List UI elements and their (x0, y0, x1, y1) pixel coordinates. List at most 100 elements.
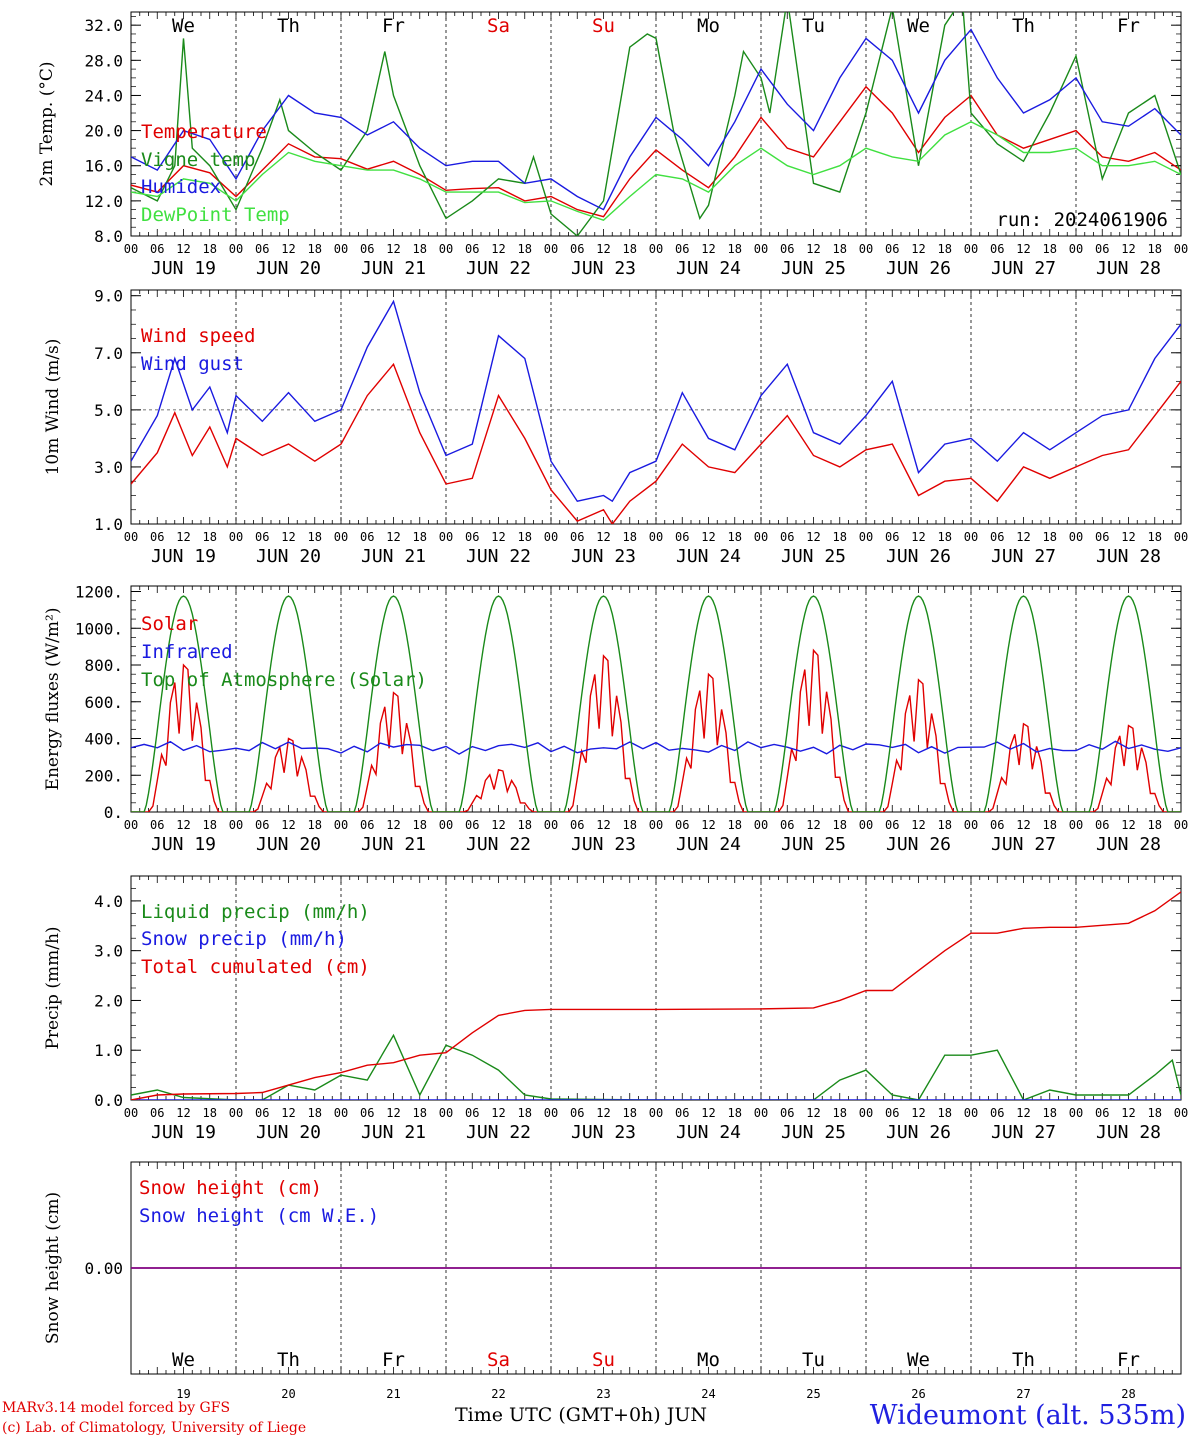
hour-label: 18 (728, 1106, 742, 1120)
hour-label: 00 (859, 818, 873, 832)
hour-label: 12 (176, 818, 190, 832)
weekday-label: Th (277, 15, 300, 37)
y-tick-label: 800. (84, 656, 123, 675)
hour-label: 18 (623, 242, 637, 256)
panel-temp (130, 11, 1182, 237)
weekday-label: Th (1012, 15, 1035, 37)
legend-entry: Wind speed (141, 325, 255, 347)
weekday-label: Su (592, 15, 615, 37)
weekday-label: We (172, 1349, 195, 1371)
day-label: JUN 27 (991, 546, 1056, 567)
weekday-label: Sa (487, 1349, 510, 1371)
day-number-label: 25 (806, 1387, 820, 1401)
hour-label: 06 (885, 242, 899, 256)
weekday-label: Fr (1117, 15, 1140, 37)
legend-entry: Humidex (141, 176, 221, 198)
y-tick-label: 7.0 (94, 344, 123, 363)
hour-label: 06 (150, 1106, 164, 1120)
y-tick-label: 28.0 (84, 51, 123, 70)
y-tick-label: 1.0 (94, 515, 123, 534)
weekday-label: Mo (697, 1349, 720, 1371)
hour-label: 00 (754, 530, 768, 544)
day-label: JUN 25 (781, 258, 846, 279)
hour-label: 12 (491, 818, 505, 832)
hour-label: 00 (439, 530, 453, 544)
hour-label: 06 (465, 530, 479, 544)
y-tick-label: 200. (84, 766, 123, 785)
hour-label: 12 (911, 818, 925, 832)
hour-label: 06 (465, 1106, 479, 1120)
hour-label: 06 (990, 242, 1004, 256)
hour-label: 18 (413, 242, 427, 256)
series-line-top-of-atmosphere-solar- (131, 595, 1181, 812)
series-line-dewpoint-temp (131, 121, 1181, 221)
day-label: JUN 26 (886, 546, 951, 567)
hour-label: 06 (570, 530, 584, 544)
y-tick-label: 12.0 (84, 192, 123, 211)
day-label: JUN 27 (991, 1122, 1056, 1143)
y-tick-label: 1.0 (94, 1041, 123, 1060)
day-label: JUN 21 (361, 1122, 426, 1143)
hour-label: 18 (728, 242, 742, 256)
hour-label: 18 (1148, 530, 1162, 544)
hour-label: 18 (1043, 818, 1057, 832)
day-label: JUN 20 (256, 834, 321, 855)
panel-frame (130, 11, 1182, 237)
day-number-label: 19 (176, 1387, 190, 1401)
hour-label: 18 (623, 530, 637, 544)
hour-label: 18 (938, 242, 952, 256)
hour-label: 18 (518, 242, 532, 256)
hour-label: 06 (360, 242, 374, 256)
day-label: JUN 26 (886, 834, 951, 855)
hour-label: 00 (334, 242, 348, 256)
panel-snow (130, 1161, 1182, 1375)
hour-label: 06 (780, 1106, 794, 1120)
hour-label: 00 (124, 1106, 138, 1120)
hour-label: 18 (623, 1106, 637, 1120)
hour-label: 12 (911, 1106, 925, 1120)
day-label: JUN 24 (676, 834, 741, 855)
hour-label: 12 (806, 530, 820, 544)
y-tick-label: 0.0 (94, 1091, 123, 1110)
hour-label: 00 (754, 1106, 768, 1120)
weekday-label: Fr (1117, 1349, 1140, 1371)
hour-label: 06 (150, 242, 164, 256)
hour-label: 00 (859, 1106, 873, 1120)
hour-label: 00 (649, 1106, 663, 1120)
hour-label: 00 (964, 1106, 978, 1120)
day-label: JUN 25 (781, 1122, 846, 1143)
hour-label: 00 (334, 530, 348, 544)
day-label: JUN 21 (361, 834, 426, 855)
day-number-label: 23 (596, 1387, 610, 1401)
hour-label: 12 (281, 1106, 295, 1120)
weekday-label: Fr (382, 15, 405, 37)
hour-label: 06 (780, 530, 794, 544)
day-label: JUN 19 (151, 258, 216, 279)
hour-label: 12 (1016, 818, 1030, 832)
legend-entry: Solar (141, 613, 198, 635)
day-label: JUN 22 (466, 834, 531, 855)
day-label: JUN 27 (991, 258, 1056, 279)
weekday-label: We (907, 1349, 930, 1371)
day-label: JUN 24 (676, 1122, 741, 1143)
hour-label: 00 (439, 242, 453, 256)
day-label: JUN 23 (571, 546, 636, 567)
hour-label: 12 (386, 530, 400, 544)
day-label: JUN 28 (1096, 258, 1161, 279)
hour-label: 06 (1095, 242, 1109, 256)
day-number-label: 20 (281, 1387, 295, 1401)
hour-label: 00 (439, 1106, 453, 1120)
hour-label: 00 (1069, 818, 1083, 832)
hour-label: 06 (675, 242, 689, 256)
hour-label: 18 (518, 530, 532, 544)
hour-label: 18 (308, 530, 322, 544)
hour-label: 12 (176, 1106, 190, 1120)
hour-label: 12 (386, 1106, 400, 1120)
hour-label: 00 (439, 818, 453, 832)
hour-label: 06 (570, 242, 584, 256)
hour-label: 12 (1016, 530, 1030, 544)
y-axis-label: Precip (mm/h) (43, 926, 63, 1049)
legend-entry: DewPoint Temp (141, 204, 290, 226)
weekday-label: We (172, 15, 195, 37)
lab-credit: (c) Lab. of Climatology, University of L… (2, 1420, 307, 1436)
